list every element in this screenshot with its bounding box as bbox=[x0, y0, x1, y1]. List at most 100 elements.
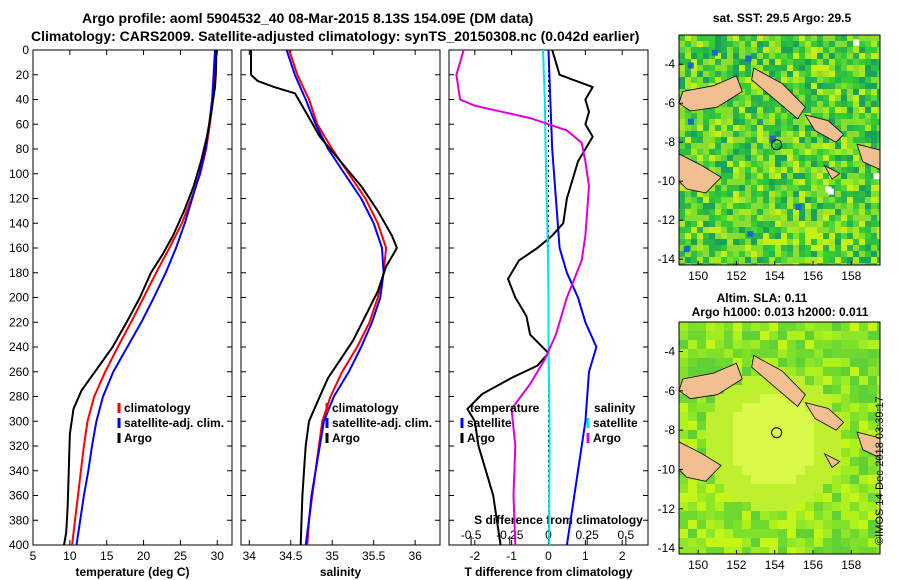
sla_map-xtick-label: 152 bbox=[726, 558, 746, 572]
sla_map-xtick-label: 150 bbox=[688, 558, 708, 572]
difference-series-t-argo bbox=[466, 49, 594, 546]
difference-xtick-label: 2 bbox=[619, 549, 626, 563]
salinity-xtick-label: 34.5 bbox=[279, 549, 303, 563]
sst-map-title: sat. SST: 29.5 Argo: 29.5 bbox=[713, 11, 852, 25]
depth-tick-label: 60 bbox=[16, 117, 30, 131]
sst_map-ytick-label: -12 bbox=[658, 213, 676, 227]
sst_map-argo-marker bbox=[771, 139, 783, 151]
sla_map-ytick-label: -10 bbox=[658, 462, 676, 476]
salinity-series-argo bbox=[250, 50, 398, 546]
difference-xlabel: T difference from climatology bbox=[464, 565, 632, 579]
s-tick-label: 0.5 bbox=[618, 528, 635, 542]
sst_map-xtick-label: 152 bbox=[726, 269, 746, 283]
sla_map-argo-marker bbox=[771, 427, 783, 439]
sst_map-frame bbox=[678, 34, 881, 266]
s-tick-label: 0.25 bbox=[576, 528, 600, 542]
sla_map-ytick-label: -12 bbox=[658, 502, 676, 516]
depth-tick-label: 320 bbox=[9, 439, 29, 453]
sst_map-ytick-label: -6 bbox=[664, 96, 675, 110]
land-mass bbox=[856, 431, 880, 459]
land-mass bbox=[823, 164, 841, 180]
sla_map-ytick-label: -6 bbox=[664, 384, 675, 398]
sla-map-subtitle: Argo h1000: 0.013 h2000: 0.011 bbox=[692, 305, 869, 319]
difference-series-t-satellite bbox=[547, 49, 598, 546]
sst_map-ytick-label: -10 bbox=[658, 174, 676, 188]
depth-tick-label: 20 bbox=[16, 68, 30, 82]
sla_map-frame bbox=[678, 321, 881, 555]
temperature-xtick-label: 15 bbox=[100, 549, 114, 563]
salinity-frame bbox=[240, 49, 441, 546]
sla_map-xtick-label: 154 bbox=[765, 558, 785, 572]
land-mass bbox=[751, 354, 806, 408]
sst_map-xtick-label: 150 bbox=[688, 269, 708, 283]
sst_map: 150 152 154 156 158 -4 -6 -8 -10 -12 -14 bbox=[658, 34, 881, 283]
legend-t-argo-label: Argo bbox=[467, 431, 495, 445]
difference-xtick-label: 0 bbox=[545, 549, 552, 563]
legend-t-satellite-label: satellite bbox=[467, 416, 512, 430]
temperature-xtick-label: 5 bbox=[30, 549, 37, 563]
salinity-legend-0-label: climatology bbox=[332, 401, 399, 415]
figure-title-line2: Climatology: CARS2009. Satellite-adjuste… bbox=[31, 28, 640, 44]
sla_map-ytick-label: -14 bbox=[658, 541, 676, 555]
s-difference-label: S difference from climatology bbox=[474, 513, 643, 527]
salinity-xtick-label: 34 bbox=[243, 549, 257, 563]
depth-tick-label: 340 bbox=[9, 464, 29, 478]
difference-series-s-argo bbox=[455, 49, 590, 546]
temperature-panel: 5 10 15 20 25 3002040608010012014016018020022… bbox=[9, 43, 233, 579]
sst_map-xtick-label: 156 bbox=[803, 269, 823, 283]
depth-tick-label: 180 bbox=[9, 266, 29, 280]
depth-tick-label: 80 bbox=[16, 142, 30, 156]
depth-tick-label: 120 bbox=[9, 192, 29, 206]
temperature-legend-0-label: climatology bbox=[124, 401, 191, 415]
temperature-series-argo bbox=[63, 49, 218, 546]
depth-tick-label: 40 bbox=[16, 93, 30, 107]
sla-map-title: Altim. SLA: 0.11 bbox=[717, 291, 808, 305]
sla_map-ytick-label: -8 bbox=[664, 423, 675, 437]
depth-tick-label: 0 bbox=[22, 43, 29, 57]
sst_map-xtick-label: 154 bbox=[765, 269, 785, 283]
temperature-xtick-label: 25 bbox=[174, 549, 188, 563]
temperature-legend-2-label: Argo bbox=[124, 431, 152, 445]
sst_map-ytick-label: -8 bbox=[664, 135, 675, 149]
sst_map-ytick-label: -14 bbox=[658, 252, 676, 266]
temperature-legend-1-label: satellite-adj. clim. bbox=[124, 416, 224, 430]
depth-tick-label: 300 bbox=[9, 414, 29, 428]
depth-tick-label: 100 bbox=[9, 167, 29, 181]
salinity-xtick-label: 36 bbox=[408, 549, 422, 563]
figure-title-line1: Argo profile: aoml 5904532_40 08-Mar-201… bbox=[82, 10, 534, 26]
sst_map-xtick-label: 158 bbox=[841, 269, 861, 283]
legend-salinity-title: salinity bbox=[594, 401, 636, 415]
depth-tick-label: 400 bbox=[9, 538, 29, 552]
land-mass bbox=[751, 67, 806, 120]
sla_map-ytick-label: -4 bbox=[664, 344, 675, 358]
depth-tick-label: 380 bbox=[9, 513, 29, 527]
depth-tick-label: 240 bbox=[9, 340, 29, 354]
depth-tick-label: 160 bbox=[9, 241, 29, 255]
depth-tick-label: 200 bbox=[9, 291, 29, 305]
land-mass bbox=[856, 143, 880, 170]
difference-xtick-label: -2 bbox=[469, 549, 480, 563]
salinity-xtick-label: 35.5 bbox=[362, 549, 386, 563]
difference-series-s-satellite bbox=[542, 49, 551, 545]
s-tick-label: -0.25 bbox=[496, 528, 524, 542]
difference-panel: -2 -1 0 1 2 T difference from climatology S di… bbox=[448, 49, 649, 579]
depth-tick-label: 280 bbox=[9, 390, 29, 404]
land-mass bbox=[679, 153, 722, 194]
sla_map-xtick-label: 158 bbox=[841, 558, 861, 572]
land-mass bbox=[804, 401, 845, 431]
land-mass bbox=[679, 75, 743, 112]
depth-tick-label: 140 bbox=[9, 216, 29, 230]
sla_map-xtick-label: 156 bbox=[803, 558, 823, 572]
legend-s-satellite-label: satellite bbox=[593, 416, 638, 430]
temperature-frame bbox=[32, 49, 233, 546]
temperature-xtick-label: 10 bbox=[63, 549, 77, 563]
sst_map-ytick-label: -4 bbox=[664, 57, 675, 71]
depth-tick-label: 360 bbox=[9, 489, 29, 503]
imos-timestamp: ©IMOS 14-Dec-2018 03:39:17 bbox=[874, 396, 886, 545]
land-mass bbox=[679, 441, 722, 482]
sla_map: 150 152 154 156 158 -4 -6 -8 -10 -12 -14 bbox=[658, 321, 881, 572]
depth-tick-label: 260 bbox=[9, 365, 29, 379]
sla_map-field bbox=[679, 322, 880, 554]
land-mass bbox=[823, 452, 841, 469]
